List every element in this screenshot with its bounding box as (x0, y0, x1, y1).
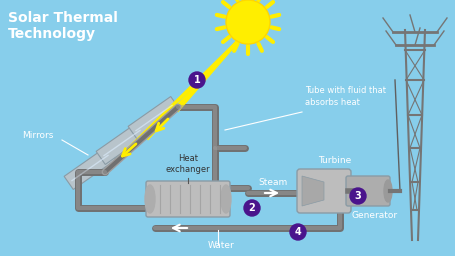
Polygon shape (96, 122, 147, 164)
Text: Solar Thermal: Solar Thermal (8, 11, 117, 25)
Text: Tube with fluid that
absorbs heat: Tube with fluid that absorbs heat (304, 86, 385, 107)
Ellipse shape (221, 185, 231, 213)
Text: Steam: Steam (258, 178, 287, 187)
Polygon shape (64, 146, 116, 189)
Text: 1: 1 (193, 75, 200, 85)
Circle shape (349, 188, 365, 204)
Text: Water: Water (207, 241, 234, 250)
FancyBboxPatch shape (296, 169, 350, 213)
Text: 3: 3 (354, 191, 360, 201)
Circle shape (226, 0, 269, 44)
Text: Technology: Technology (8, 27, 96, 41)
Text: Heat
exchanger: Heat exchanger (165, 154, 210, 174)
Text: 2: 2 (248, 203, 255, 213)
FancyBboxPatch shape (146, 181, 229, 217)
Circle shape (188, 72, 205, 88)
Polygon shape (301, 176, 324, 206)
Polygon shape (128, 97, 179, 140)
FancyBboxPatch shape (345, 176, 389, 206)
Text: 4: 4 (294, 227, 301, 237)
Text: Generator: Generator (351, 211, 397, 220)
Text: Turbine: Turbine (317, 156, 350, 165)
Circle shape (243, 200, 259, 216)
Circle shape (289, 224, 305, 240)
Text: Mirrors: Mirrors (22, 131, 53, 140)
Ellipse shape (383, 180, 391, 202)
Ellipse shape (145, 185, 155, 213)
